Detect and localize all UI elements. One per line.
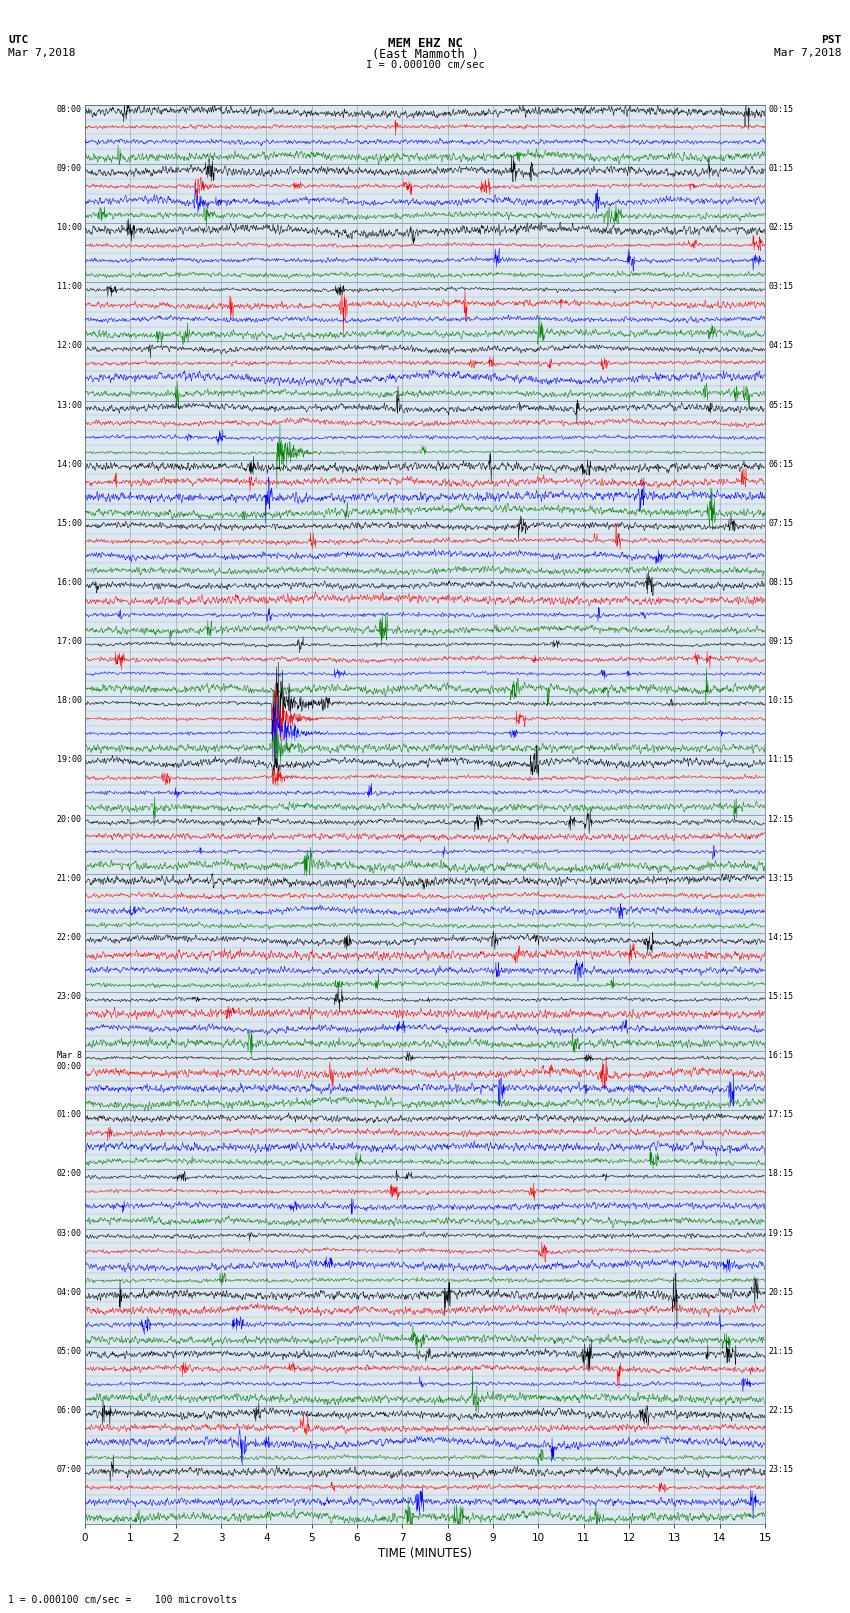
Text: (East Mammoth ): (East Mammoth ) <box>371 48 479 61</box>
Text: Mar 7,2018: Mar 7,2018 <box>8 48 76 58</box>
Text: 10:15: 10:15 <box>768 697 793 705</box>
Text: 08:15: 08:15 <box>768 577 793 587</box>
Text: 06:15: 06:15 <box>768 460 793 469</box>
Text: 09:15: 09:15 <box>768 637 793 647</box>
X-axis label: TIME (MINUTES): TIME (MINUTES) <box>378 1547 472 1560</box>
Text: 18:00: 18:00 <box>57 697 82 705</box>
Text: 22:00: 22:00 <box>57 932 82 942</box>
Text: I = 0.000100 cm/sec: I = 0.000100 cm/sec <box>366 60 484 69</box>
Text: 01:15: 01:15 <box>768 165 793 173</box>
Text: 01:00: 01:00 <box>57 1110 82 1119</box>
Text: 21:00: 21:00 <box>57 874 82 882</box>
Text: 12:15: 12:15 <box>768 815 793 824</box>
Text: 19:15: 19:15 <box>768 1229 793 1237</box>
Text: 15:00: 15:00 <box>57 519 82 527</box>
Text: 04:15: 04:15 <box>768 342 793 350</box>
Text: 02:00: 02:00 <box>57 1169 82 1179</box>
Text: Mar 7,2018: Mar 7,2018 <box>774 48 842 58</box>
Text: 20:15: 20:15 <box>768 1287 793 1297</box>
Text: Mar 8
00:00: Mar 8 00:00 <box>57 1052 82 1071</box>
Text: 02:15: 02:15 <box>768 223 793 232</box>
Text: 07:00: 07:00 <box>57 1465 82 1474</box>
Text: 23:00: 23:00 <box>57 992 82 1002</box>
Text: 05:15: 05:15 <box>768 400 793 410</box>
Text: 16:15: 16:15 <box>768 1052 793 1060</box>
Text: 23:15: 23:15 <box>768 1465 793 1474</box>
Text: 13:15: 13:15 <box>768 874 793 882</box>
Text: 16:00: 16:00 <box>57 577 82 587</box>
Text: 09:00: 09:00 <box>57 165 82 173</box>
Text: MEM EHZ NC: MEM EHZ NC <box>388 37 462 50</box>
Text: 07:15: 07:15 <box>768 519 793 527</box>
Text: 03:15: 03:15 <box>768 282 793 292</box>
Text: 22:15: 22:15 <box>768 1407 793 1415</box>
Text: 11:15: 11:15 <box>768 755 793 765</box>
Text: 15:15: 15:15 <box>768 992 793 1002</box>
Text: 03:00: 03:00 <box>57 1229 82 1237</box>
Text: 04:00: 04:00 <box>57 1287 82 1297</box>
Text: 17:15: 17:15 <box>768 1110 793 1119</box>
Text: 05:00: 05:00 <box>57 1347 82 1357</box>
Text: 14:00: 14:00 <box>57 460 82 469</box>
Text: 08:00: 08:00 <box>57 105 82 115</box>
Text: 18:15: 18:15 <box>768 1169 793 1179</box>
Text: 17:00: 17:00 <box>57 637 82 647</box>
Text: 06:00: 06:00 <box>57 1407 82 1415</box>
Text: 14:15: 14:15 <box>768 932 793 942</box>
Text: 10:00: 10:00 <box>57 223 82 232</box>
Text: PST: PST <box>821 35 842 45</box>
Text: 11:00: 11:00 <box>57 282 82 292</box>
Text: 20:00: 20:00 <box>57 815 82 824</box>
Text: 19:00: 19:00 <box>57 755 82 765</box>
Text: 21:15: 21:15 <box>768 1347 793 1357</box>
Text: 00:15: 00:15 <box>768 105 793 115</box>
Text: UTC: UTC <box>8 35 29 45</box>
Text: 1 = 0.000100 cm/sec =    100 microvolts: 1 = 0.000100 cm/sec = 100 microvolts <box>8 1595 238 1605</box>
Text: 12:00: 12:00 <box>57 342 82 350</box>
Text: 13:00: 13:00 <box>57 400 82 410</box>
